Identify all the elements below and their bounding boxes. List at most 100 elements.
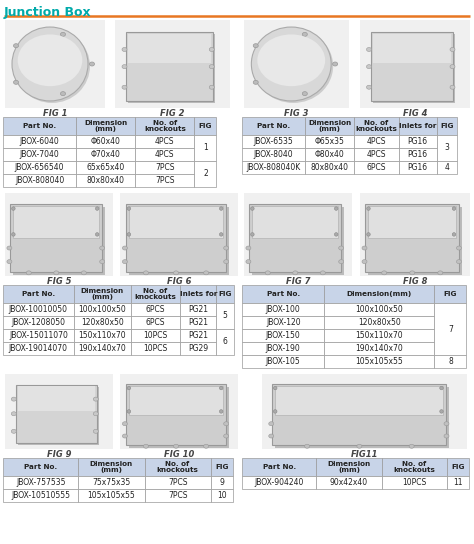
Bar [145, 489, 210, 502]
Bar [275, 387, 449, 448]
Text: FIG 9: FIG 9 [47, 450, 71, 459]
Ellipse shape [366, 65, 372, 69]
Bar [181, 303, 217, 316]
Bar [354, 117, 399, 135]
Bar [373, 34, 452, 63]
Bar [16, 385, 97, 443]
Ellipse shape [209, 65, 214, 69]
Text: 105x105x55: 105x105x55 [88, 491, 136, 500]
Bar [317, 476, 382, 489]
Ellipse shape [144, 271, 148, 275]
Ellipse shape [122, 65, 127, 69]
Text: 100x100x50: 100x100x50 [78, 305, 126, 314]
Bar [3, 458, 78, 476]
Bar [76, 148, 135, 161]
Bar [242, 458, 317, 476]
Ellipse shape [14, 81, 18, 84]
Ellipse shape [93, 412, 98, 416]
Text: JBOX-10010050: JBOX-10010050 [9, 305, 68, 314]
Bar [74, 329, 131, 342]
Bar [437, 117, 457, 135]
Text: JBOX-190: JBOX-190 [266, 344, 301, 353]
Bar [324, 285, 434, 303]
Bar [242, 342, 324, 355]
Text: JBOX-6040: JBOX-6040 [19, 137, 59, 146]
Bar [128, 34, 211, 63]
Bar [129, 207, 229, 275]
Bar [242, 303, 324, 316]
Bar [135, 161, 194, 174]
Text: 90x42x40: 90x42x40 [330, 478, 368, 487]
Text: 6PCS: 6PCS [146, 305, 165, 314]
Ellipse shape [12, 27, 88, 101]
Bar [18, 386, 95, 411]
Bar [131, 329, 181, 342]
Text: 6PCS: 6PCS [367, 163, 386, 172]
Text: FIG 5: FIG 5 [47, 277, 71, 286]
Text: 9: 9 [219, 478, 224, 487]
Bar [78, 476, 145, 489]
Text: Φ65x35: Φ65x35 [315, 137, 345, 146]
Bar [131, 316, 181, 329]
Ellipse shape [82, 271, 86, 275]
Ellipse shape [409, 444, 414, 448]
Ellipse shape [450, 65, 455, 69]
Bar [3, 174, 76, 187]
Text: 11: 11 [453, 478, 463, 487]
Text: Inlets for: Inlets for [180, 291, 217, 297]
Bar [252, 206, 338, 238]
Text: JBOX-904240: JBOX-904240 [255, 478, 304, 487]
Text: Part No.: Part No. [23, 123, 56, 129]
Ellipse shape [219, 410, 223, 413]
Bar [3, 135, 76, 148]
Bar [324, 342, 434, 355]
Bar [371, 32, 454, 101]
Bar [18, 386, 99, 445]
Ellipse shape [100, 246, 105, 250]
Text: FIG 2: FIG 2 [160, 109, 184, 118]
Text: JBOX-8040: JBOX-8040 [254, 150, 293, 159]
Text: Part No.: Part No. [22, 291, 55, 297]
Bar [74, 342, 131, 355]
Bar [242, 329, 324, 342]
Text: Φ80x40: Φ80x40 [315, 150, 345, 159]
Text: 65x65x40: 65x65x40 [87, 163, 125, 172]
Text: FIG 1: FIG 1 [43, 109, 67, 118]
Text: Φ60x40: Φ60x40 [91, 137, 120, 146]
Bar [399, 161, 437, 174]
Text: FIG 6: FIG 6 [167, 277, 191, 286]
Ellipse shape [452, 233, 456, 236]
Ellipse shape [12, 233, 15, 236]
Bar [242, 135, 305, 148]
Bar [3, 342, 74, 355]
Ellipse shape [209, 47, 214, 52]
Text: 4PCS: 4PCS [155, 150, 174, 159]
Ellipse shape [127, 233, 131, 236]
Text: FIG: FIG [215, 464, 228, 470]
Text: 105x105x55: 105x105x55 [356, 357, 403, 366]
Bar [78, 489, 145, 502]
Text: Dimension
(mm): Dimension (mm) [308, 120, 351, 132]
Bar [129, 206, 223, 238]
Bar [252, 207, 344, 275]
Bar [76, 161, 135, 174]
Bar [244, 20, 349, 108]
Ellipse shape [61, 32, 65, 36]
Bar [115, 20, 230, 108]
Text: 10PCS: 10PCS [144, 331, 168, 340]
Text: 4PCS: 4PCS [367, 137, 386, 146]
Bar [126, 204, 226, 272]
Text: FIG11: FIG11 [351, 450, 379, 459]
Text: Part No.: Part No. [24, 464, 57, 470]
Bar [354, 161, 399, 174]
Bar [135, 135, 194, 148]
Ellipse shape [362, 246, 367, 250]
Ellipse shape [122, 259, 128, 264]
Bar [194, 161, 217, 187]
Bar [181, 285, 217, 303]
Text: 6: 6 [223, 337, 228, 347]
Bar [78, 458, 145, 476]
Bar [365, 204, 459, 272]
Ellipse shape [127, 207, 131, 211]
Bar [399, 117, 437, 135]
